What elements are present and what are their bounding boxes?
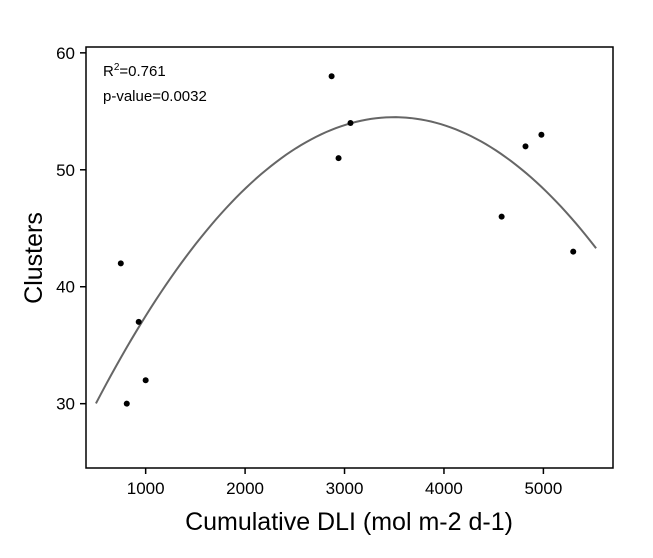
data-point <box>142 377 149 384</box>
x-tick-label: 3000 <box>326 479 364 498</box>
data-point <box>570 248 577 255</box>
y-tick-label: 60 <box>56 44 75 63</box>
data-point <box>498 213 505 220</box>
y-tick-label: 30 <box>56 395 75 414</box>
y-tick-label: 50 <box>56 161 75 180</box>
data-points <box>117 73 577 407</box>
data-point <box>538 131 545 138</box>
data-point <box>335 155 342 162</box>
plot-area-frame <box>85 46 614 469</box>
y-tick-label: 40 <box>56 278 75 297</box>
p-value-annotation: p-value=0.0032 <box>103 88 207 105</box>
data-point <box>328 73 335 80</box>
x-tick-label: 1000 <box>127 479 165 498</box>
data-point <box>522 143 529 150</box>
r-squared-annotation: R2=0.761 <box>103 62 166 80</box>
x-tick-label: 4000 <box>425 479 463 498</box>
data-point <box>135 318 142 325</box>
data-point <box>117 260 124 267</box>
x-axis-title: Cumulative DLI (mol m-2 d-1) <box>185 508 513 536</box>
data-point <box>347 120 354 127</box>
data-point <box>123 400 130 407</box>
y-axis-ticks: 30 40 50 60 <box>56 44 86 414</box>
y-axis-title: Clusters <box>20 212 48 304</box>
x-tick-label: 5000 <box>524 479 562 498</box>
x-axis-ticks: 1000 2000 3000 4000 5000 <box>127 468 562 498</box>
x-tick-label: 2000 <box>226 479 264 498</box>
quadratic-fit-curve <box>95 116 597 404</box>
